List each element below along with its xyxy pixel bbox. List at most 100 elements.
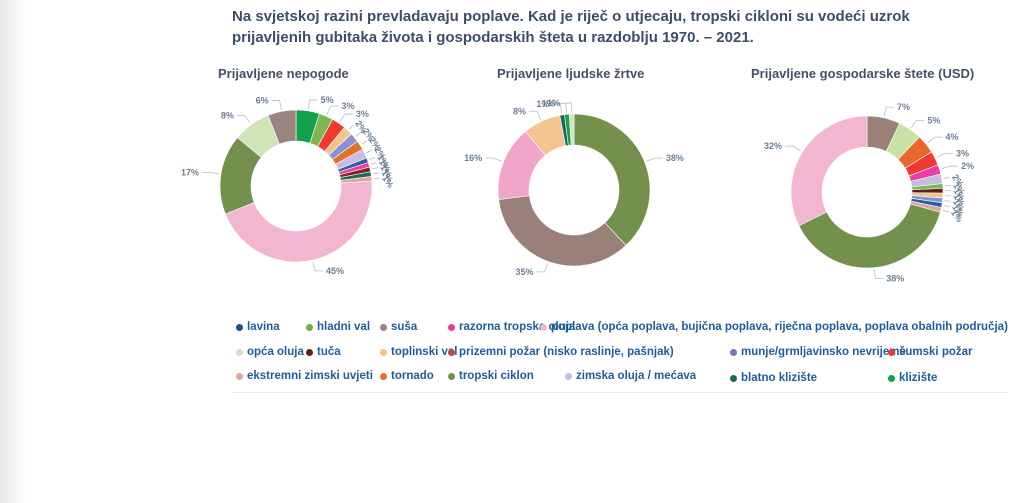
legend-dot-icon (236, 348, 243, 356)
donut-chart-ljudske-zrtve[interactable]: 38% 35% 16% 8% 1%1%1% (428, 78, 738, 310)
legend-item-ekstremni-zimski-uvjeti[interactable]: ekstremni zimski uvjeti (236, 370, 373, 382)
slice-percent-label: 5% (927, 115, 940, 125)
page-title: Na svjetskoj razini prevladavaju poplave… (232, 8, 910, 46)
donut-slice-poplava-op-a-poplava-buji-na-poplava-rij[interactable] (790, 115, 868, 227)
slice-percent-label: 38% (886, 274, 904, 284)
legend-label: prizemni požar (nisko raslinje, pašnjak) (459, 346, 674, 358)
legend-dot-icon (448, 372, 455, 380)
label-leader-line (361, 140, 368, 145)
donut-slice-poplava-op-a-poplava-buji-na-poplava-rij[interactable] (224, 180, 373, 263)
legend-label: hladni val (317, 321, 371, 333)
slice-percent-label: 6% (256, 96, 269, 106)
chart-title-nepogode: Prijavljene nepogode (218, 66, 349, 81)
label-leader-line (943, 205, 950, 207)
label-leader-line (271, 100, 282, 110)
label-leader-line (785, 145, 801, 152)
slice-percent-label: 2% (961, 161, 974, 171)
label-leader-line (883, 106, 895, 117)
legend-item-tropski-ciklon[interactable]: tropski ciklon (448, 370, 534, 382)
legend-dot-icon (540, 323, 547, 331)
label-leader-line (236, 115, 251, 124)
slice-percent-label: 1% (547, 98, 560, 108)
donut-slice-tropski-ciklon[interactable] (798, 203, 941, 269)
donut-slice-su-a[interactable] (498, 195, 627, 267)
slice-percent-label: 1% (542, 98, 555, 108)
label-leader-line (349, 124, 354, 130)
legend-dot-icon (306, 348, 313, 356)
slice-percent-label: 17% (181, 167, 199, 177)
legend-dot-icon (565, 372, 572, 380)
legend-item-munje-grmljavinsko-nevrijeme[interactable]: munje/grmljavinsko nevrijeme (730, 346, 906, 358)
label-leader-line (536, 263, 548, 273)
label-leader-line (943, 177, 950, 179)
page-edge-strip (0, 0, 27, 503)
legend-dot-icon (380, 323, 387, 331)
donut-chart-gospodarske-stete[interactable]: 7%5%4%3%2%2%1%1%1%1%1%1%38%32% (712, 78, 1022, 310)
legend-label: suša (391, 321, 418, 333)
legend-item-op-a-oluja[interactable]: opća oluja (236, 346, 304, 358)
label-leader-line (874, 269, 884, 280)
legend-dot-icon (306, 323, 313, 331)
label-leader-line (370, 162, 377, 165)
label-leader-line (307, 99, 318, 110)
legend-label: blatno klizište (741, 372, 818, 384)
slice-percent-label: 5% (321, 95, 334, 105)
legend-item-lavina[interactable]: lavina (236, 321, 280, 333)
slice-percent-label: 3% (956, 148, 969, 158)
label-leader-line (941, 165, 959, 170)
label-leader-line (910, 119, 925, 128)
legend-label: munje/grmljavinsko nevrijeme (741, 346, 906, 358)
legend-label: toplinski val (391, 346, 458, 358)
donut-chart-nepogode[interactable]: 5%3%3%2%2%2%2%1%1%1%1%1%45%17%8%6% (148, 78, 458, 310)
legend-dot-icon (236, 372, 243, 380)
legend-item-blatno-klizi-te[interactable]: blatno klizište (730, 372, 817, 384)
legend-label: razorna tropska oluja (459, 321, 576, 333)
chart-title-ljudske-zrtve: Prijavljene ljudske žrtve (497, 66, 645, 81)
legend-label: zimska oluja / mećava (576, 370, 697, 382)
slice-percent-label: 4% (946, 132, 959, 142)
slice-percent-label: 3% (356, 109, 369, 119)
legend-item-hladni-val[interactable]: hladni val (306, 321, 370, 333)
label-leader-line (942, 210, 949, 213)
label-leader-line (936, 152, 953, 158)
legend-item-umski-po-ar[interactable]: šumski požar (888, 346, 973, 358)
label-leader-line (646, 157, 663, 162)
legend-label: opća oluja (247, 346, 304, 358)
donut-slice-su-a[interactable] (267, 109, 297, 145)
label-leader-line (312, 262, 323, 272)
legend-item-su-a[interactable]: suša (380, 321, 417, 333)
slice-percent-label: 45% (326, 266, 344, 276)
legend-label: tornado (391, 370, 434, 382)
label-leader-line (339, 113, 353, 122)
label-leader-line (927, 136, 943, 144)
shared-chart-legend: lavina hladni val suša razorna tropska oluj… (0, 315, 1024, 387)
legend-item-zimska-oluja-me-ava[interactable]: zimska oluja / mećava (565, 370, 696, 382)
legend-item-prizemni-po-ar-nisko-raslinje-pa-njak[interactable]: prizemni požar (nisko raslinje, pašnjak) (448, 346, 674, 358)
donut-slice-op-a-oluja[interactable] (568, 113, 575, 146)
legend-item-tu-a[interactable]: tuča (306, 346, 341, 358)
donut-slice-tropski-ciklon[interactable] (573, 113, 651, 246)
legend-dot-icon (888, 348, 895, 356)
legend-item-poplava-op-a-poplava-buji-na-poplava-rij[interactable]: poplava (opća poplava, bujična poplava, … (540, 321, 1008, 333)
legend-label: klizište (899, 372, 938, 384)
slice-percent-label: 7% (897, 102, 910, 112)
label-leader-line (369, 157, 376, 160)
label-leader-line (528, 110, 542, 120)
legend-dot-icon (448, 348, 455, 356)
legend-dot-icon (730, 348, 737, 356)
slice-percent-label: 3% (342, 101, 355, 111)
legend-label: šumski požar (899, 346, 973, 358)
legend-label: tuča (317, 346, 341, 358)
legend-divider-line (232, 392, 1008, 393)
slice-percent-label: 1% (536, 99, 549, 109)
legend-item-klizi-te[interactable]: klizište (888, 372, 937, 384)
legend-item-toplinski-val[interactable]: toplinski val (380, 346, 457, 358)
legend-item-razorna-tropska-oluja[interactable]: razorna tropska oluja (448, 321, 575, 333)
label-leader-line (366, 149, 373, 154)
slice-percent-label: 8% (221, 111, 234, 121)
label-leader-line (372, 167, 379, 170)
legend-dot-icon (888, 374, 895, 382)
label-leader-line (485, 157, 502, 162)
legend-item-tornado[interactable]: tornado (380, 370, 434, 382)
label-leader-line (944, 200, 951, 202)
